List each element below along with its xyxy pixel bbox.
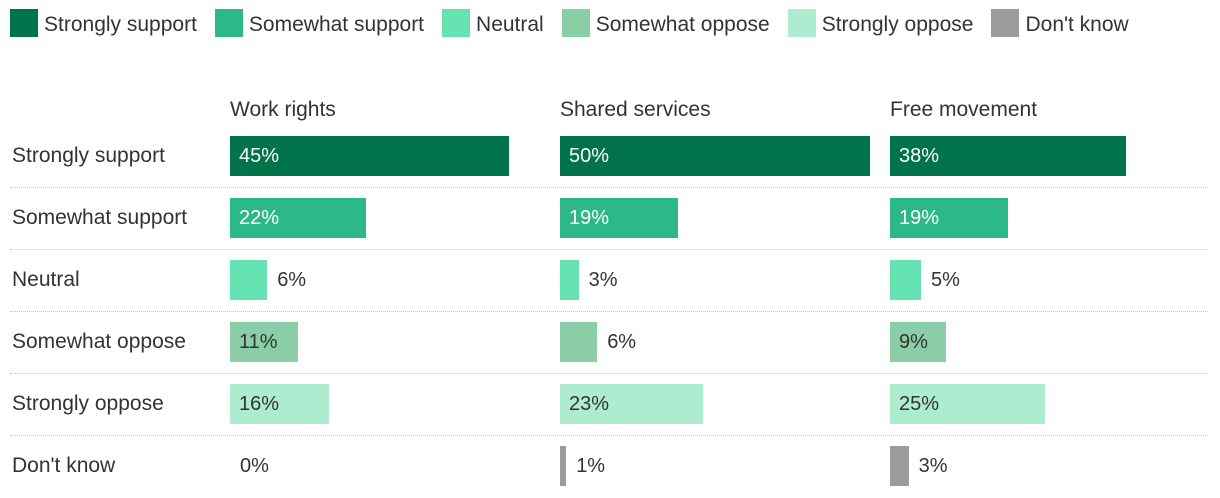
bar [560,260,579,300]
bar-value-label: 0% [240,455,269,477]
row-divider [10,373,1208,374]
bar-value-label: 50% [569,145,610,167]
bar [560,136,870,176]
legend-label: Somewhat support [248,13,425,36]
bar [560,322,598,362]
row-label: Strongly oppose [12,392,164,415]
legend-label: Neutral [476,13,544,36]
bar [230,384,330,424]
legend-label: Strongly support [44,13,197,36]
legend-swatch [991,9,1020,37]
bar-value-label: 25% [899,393,940,415]
legend-swatch [10,9,38,37]
bar-value-label: 19% [569,207,610,229]
row-divider [10,187,1208,188]
bar-value-label: 3% [588,269,618,291]
bar-value-label: 9% [899,331,928,353]
bar-value-label: 22% [239,207,280,229]
bar [890,446,909,486]
bar-value-label: 5% [931,269,960,291]
row-divider [10,249,1208,250]
column-header: Shared services [560,98,711,121]
bar [890,198,1008,238]
legend-item: Neutral [442,9,544,37]
bar [560,384,703,424]
legend-swatch [214,9,243,37]
row-label: Neutral [12,268,80,291]
legend-item: Strongly oppose [787,9,974,37]
legend-label: Somewhat oppose [595,13,770,36]
bar [560,446,567,486]
bar [230,322,299,362]
bar-value-label: 45% [239,145,280,167]
bar-value-label: 11% [239,331,278,353]
bar-value-label: 16% [239,393,280,415]
row-label: Don't know [12,454,116,477]
bar [890,136,1126,176]
legend-swatch [442,9,471,37]
row-label: Strongly support [12,144,165,167]
bar-value-label: 3% [918,455,948,477]
bar-value-label: 6% [277,269,307,291]
row-label: Somewhat oppose [12,330,186,353]
column-header: Free movement [890,98,1038,121]
legend-item: Strongly support [10,9,197,37]
bar [560,198,678,238]
bar-value-label: 1% [576,455,606,477]
row-label: Somewhat support [12,206,188,229]
legend-label: Strongly oppose [821,13,974,36]
bar-value-label: 19% [899,207,940,229]
bar [890,384,1045,424]
bar-value-label: 38% [899,145,940,167]
legend-label: Don't know [1025,13,1129,36]
legend: Strongly support Somewhat support Neutral S… [10,8,1205,42]
bar [890,260,921,300]
row-divider [10,311,1208,312]
legend-item: Somewhat support [214,9,425,37]
bar-value-label: 23% [569,393,610,415]
row-divider [10,435,1208,436]
legend-swatch [787,9,816,37]
bar [230,136,509,176]
legend-swatch [561,9,590,37]
bar-value-label: 6% [607,331,637,353]
legend-item: Don't know [991,9,1129,37]
bar [230,198,367,238]
legend-item: Somewhat oppose [561,9,770,37]
column-header: Work rights [230,98,336,121]
bar [230,260,268,300]
bar [890,322,946,362]
